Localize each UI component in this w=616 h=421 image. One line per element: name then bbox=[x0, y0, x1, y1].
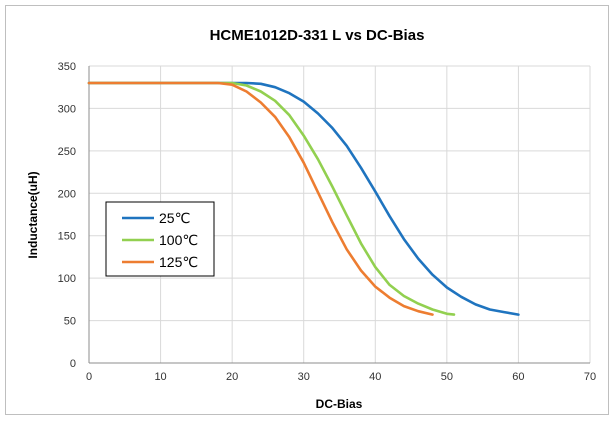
y-tick-label-7: 350 bbox=[58, 61, 76, 73]
legend-label-2: 125℃ bbox=[159, 254, 198, 270]
x-tick-label-7: 70 bbox=[584, 371, 596, 383]
y-tick-label-2: 100 bbox=[58, 273, 76, 285]
chart-title: HCME1012D-331 L vs DC-Bias bbox=[210, 27, 425, 44]
x-tick-label-5: 50 bbox=[441, 371, 453, 383]
axis-layer bbox=[88, 66, 590, 364]
y-tick-label-5: 250 bbox=[58, 146, 76, 158]
y-tick-label-3: 150 bbox=[58, 231, 76, 243]
y-tick-label-4: 200 bbox=[58, 188, 76, 200]
x-tick-label-6: 60 bbox=[512, 371, 524, 383]
series-line-2 bbox=[87, 81, 434, 316]
x-axis-title: DC-Bias bbox=[316, 397, 363, 411]
series-layer bbox=[87, 81, 520, 316]
legend: 25℃ 100℃ 125℃ bbox=[105, 201, 215, 277]
y-tick-label-0: 0 bbox=[70, 358, 76, 370]
series-line-1 bbox=[87, 81, 456, 316]
tick-label-layer: 0 10 20 30 40 50 60 70 0 50 100 150 200 250 300 350 bbox=[58, 61, 596, 383]
y-axis-title: Inductance(uH) bbox=[26, 171, 40, 258]
y-tick-label-1: 50 bbox=[64, 316, 76, 328]
x-tick-label-3: 30 bbox=[298, 371, 310, 383]
x-tick-label-4: 40 bbox=[369, 371, 381, 383]
x-tick-label-2: 20 bbox=[226, 371, 238, 383]
x-tick-label-1: 10 bbox=[154, 371, 166, 383]
y-tick-label-6: 300 bbox=[58, 103, 76, 115]
series-line-0 bbox=[87, 81, 520, 316]
legend-label-0: 25℃ bbox=[159, 210, 190, 226]
legend-label-1: 100℃ bbox=[159, 232, 198, 248]
x-tick-label-0: 0 bbox=[86, 371, 92, 383]
